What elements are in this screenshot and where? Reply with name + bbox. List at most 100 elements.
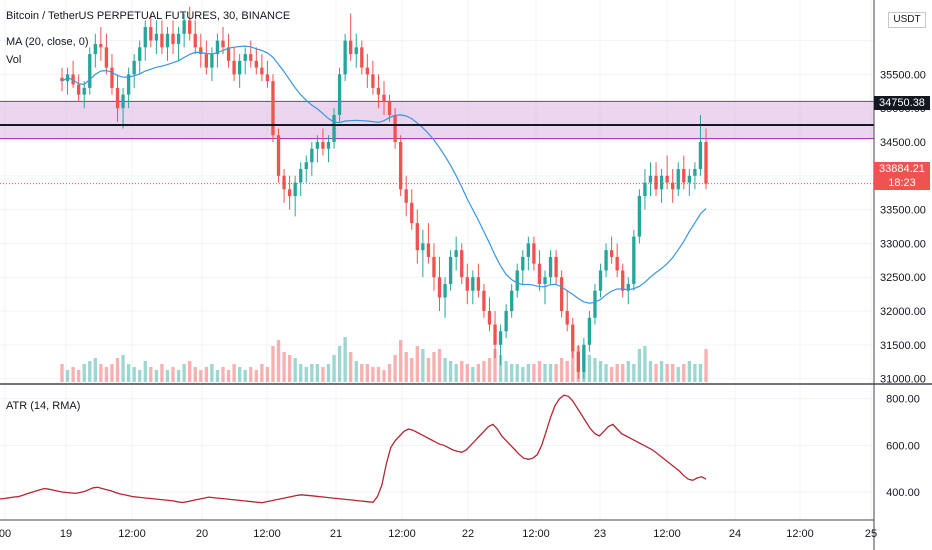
volume-bar	[432, 352, 436, 382]
candle-body	[282, 175, 286, 190]
candle-body	[165, 33, 170, 48]
countdown-badge: 18:23	[874, 176, 930, 190]
volume-bar	[249, 367, 253, 382]
candle-body	[82, 87, 86, 95]
volume-bar	[354, 361, 358, 382]
volume-bar	[215, 370, 220, 382]
volume-bar	[265, 367, 270, 382]
time-tick-label: 12:00	[522, 528, 550, 540]
candle-body	[326, 141, 331, 149]
candle-body	[76, 84, 81, 95]
volume-bar	[171, 367, 175, 382]
volume-bar	[437, 349, 442, 382]
volume-bar	[76, 370, 81, 382]
volume-bar	[471, 367, 475, 382]
candle-body	[615, 256, 619, 271]
volume-bar	[404, 352, 408, 382]
volume-bar	[565, 361, 569, 382]
volume-bar	[310, 364, 314, 382]
time-tick-label: 21	[330, 528, 342, 540]
candle-body	[671, 182, 675, 190]
candle-body	[121, 94, 125, 109]
atr-tick-label: 600.00	[886, 440, 920, 452]
candle-body	[648, 175, 653, 183]
candle-body	[376, 87, 381, 95]
volume-bar	[126, 364, 131, 382]
candle-body	[315, 141, 320, 149]
candle-body	[632, 236, 636, 284]
volume-bar	[543, 364, 547, 382]
candle-body	[460, 250, 464, 278]
volume-bar	[571, 352, 575, 382]
volume-bar	[210, 364, 214, 382]
volume-bar	[88, 361, 92, 382]
volume-bar	[243, 370, 247, 382]
volume-bar	[632, 364, 636, 382]
candle-body	[371, 74, 375, 88]
volume-bar	[115, 358, 120, 382]
volume-bar	[60, 364, 64, 382]
candle-body	[243, 54, 247, 61]
volume-bar	[426, 358, 431, 382]
volume-bar	[321, 367, 325, 382]
time-tick-label: 12:00	[118, 528, 146, 540]
price-zone[interactable]	[0, 100, 874, 140]
atr-legend[interactable]: ATR (14, RMA)	[6, 400, 81, 412]
candle-body	[482, 290, 486, 312]
volume-bar	[304, 367, 308, 382]
symbol-title[interactable]: Bitcoin / TetherUS PERPETUAL FUTURES, 30…	[6, 10, 291, 22]
volume-bar	[609, 367, 614, 382]
volume-bar	[621, 364, 625, 382]
horizontal-lines[interactable]	[0, 124, 874, 185]
price-tick-label: 32000.00	[880, 306, 926, 318]
volume-bar	[460, 361, 464, 382]
candle-body	[415, 223, 419, 251]
candle-body	[404, 189, 408, 203]
volume-bar	[510, 364, 514, 382]
volume-bar	[254, 370, 258, 382]
candlestick-series	[60, 6, 708, 379]
candle-body	[432, 256, 436, 278]
volume-bar	[643, 346, 647, 382]
price-tick-label: 31000.00	[880, 374, 926, 386]
candle-body	[393, 114, 397, 142]
candle-body	[254, 60, 258, 68]
candle-body	[304, 162, 308, 170]
volume-bar	[287, 355, 292, 382]
volume-bar	[99, 364, 103, 382]
volume-bar	[332, 355, 336, 382]
time-tick-label: 12:00	[653, 528, 681, 540]
candle-body	[654, 175, 658, 190]
volume-bar	[598, 361, 603, 382]
vol-legend[interactable]: Vol	[6, 54, 22, 66]
currency-button[interactable]: USDT	[888, 12, 926, 28]
volume-bar	[260, 364, 264, 382]
zone-fill	[0, 101, 874, 139]
candle-body	[176, 33, 181, 44]
candle-body	[487, 311, 492, 325]
ma-legend[interactable]: MA (20, close, 0)	[6, 36, 89, 48]
volume-bars	[60, 337, 708, 382]
volume-bar	[204, 367, 209, 382]
candle-body	[582, 344, 586, 372]
volume-bar	[360, 364, 364, 382]
candle-body	[360, 47, 364, 68]
volume-bar	[149, 367, 153, 382]
volume-bar	[93, 358, 97, 382]
candle-body	[382, 94, 386, 102]
time-tick-label: 22	[462, 528, 474, 540]
volume-bar	[193, 367, 197, 382]
time-tick-label: 12:00	[786, 528, 814, 540]
candle-body	[493, 324, 497, 345]
atr-tick-label: 400.00	[886, 487, 920, 499]
candle-body	[676, 169, 680, 190]
volume-bar	[515, 364, 519, 382]
volume-bar	[315, 364, 320, 382]
candle-body	[343, 40, 347, 75]
candle-body	[249, 54, 253, 61]
volume-bar	[371, 367, 375, 382]
volume-bar	[604, 364, 608, 382]
atr-polyline	[0, 394, 707, 504]
candle-body	[554, 256, 558, 278]
